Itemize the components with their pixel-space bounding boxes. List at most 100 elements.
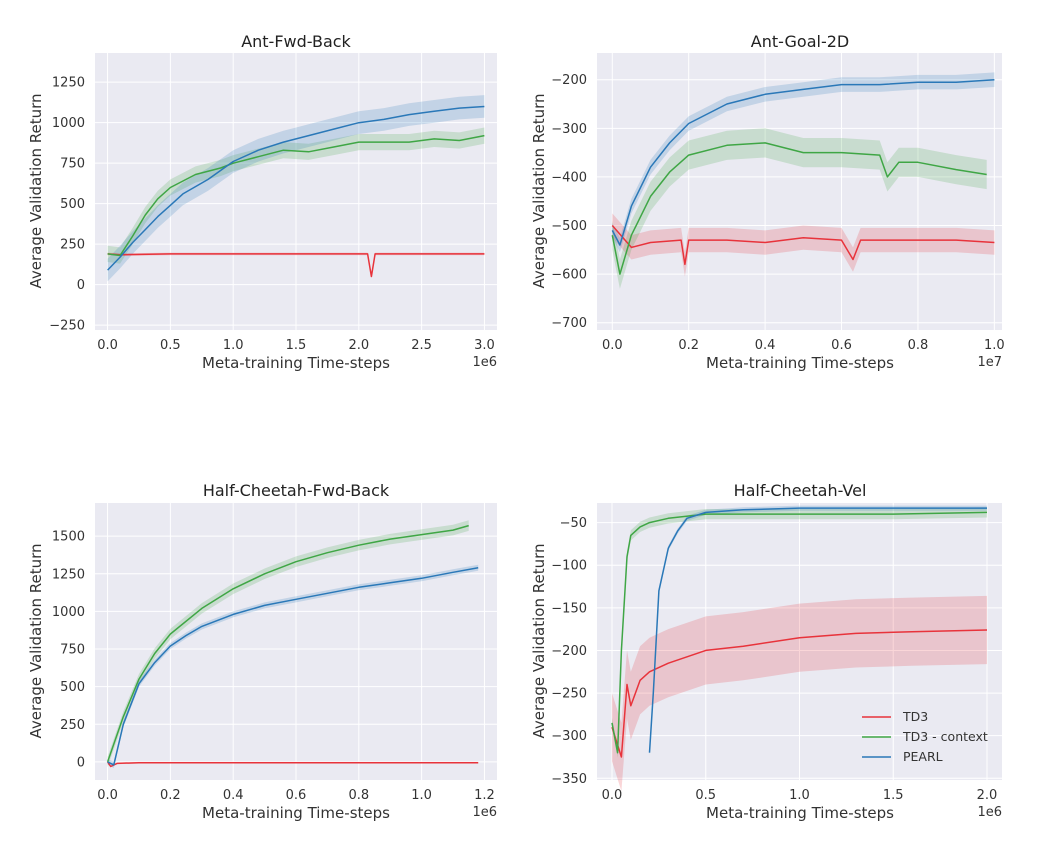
x-offset-label: 1e6 bbox=[977, 805, 1002, 820]
legend-label-pearl: PEARL bbox=[903, 749, 943, 764]
series-line-pearl bbox=[611, 78, 995, 246]
x-tick-label: 0.5 bbox=[695, 788, 716, 803]
y-tick-label: −200 bbox=[551, 644, 587, 659]
y-tick-label: −150 bbox=[551, 601, 587, 616]
y-tick-label: 750 bbox=[60, 157, 85, 172]
y-tick-label: −350 bbox=[551, 772, 587, 787]
y-axis-label: Average Validation Return bbox=[530, 544, 548, 739]
y-tick-label: −250 bbox=[551, 687, 587, 702]
series-line-td3 bbox=[106, 761, 479, 768]
y-tick-label: 1250 bbox=[52, 76, 85, 91]
x-axis-label: Meta-training Time-steps bbox=[706, 804, 894, 822]
x-tick-label: 0.8 bbox=[348, 788, 369, 803]
x-axis-label: Meta-training Time-steps bbox=[202, 354, 390, 372]
x-tick-labels: 0.0 0.5 1.0 1.5 2.0 bbox=[602, 788, 998, 803]
x-offset-label: 1e6 bbox=[472, 355, 497, 370]
y-tick-label: −250 bbox=[49, 319, 85, 334]
x-tick-label: 0.0 bbox=[97, 788, 118, 803]
series-line-pearl bbox=[107, 105, 485, 271]
x-offset-label: 1e6 bbox=[472, 805, 497, 820]
grid bbox=[597, 503, 1002, 780]
plot-area bbox=[597, 53, 1002, 330]
series-line-pearl bbox=[648, 507, 987, 753]
panel-ant-goal-2d: 0.0 0.2 0.4 0.6 0.8 1.0 −700−600−500−400−300−… bbox=[530, 32, 1005, 372]
y-tick-label: −300 bbox=[551, 729, 587, 744]
x-axis-label: Meta-training Time-steps bbox=[202, 804, 390, 822]
confidence-bands bbox=[107, 95, 485, 282]
series-line-td3 bbox=[611, 629, 988, 758]
x-tick-labels: 0.0 0.5 1.0 1.5 2.0 2.5 3.0 bbox=[97, 338, 495, 353]
chart-title: Ant-Goal-2D bbox=[751, 32, 849, 51]
y-tick-label: 500 bbox=[60, 197, 85, 212]
legend-label-td3-context: TD3 - context bbox=[902, 729, 988, 744]
confidence-bands bbox=[612, 505, 987, 792]
y-tick-label: 1000 bbox=[52, 116, 85, 131]
series-line-td3-context bbox=[611, 511, 988, 754]
chart-title: Half-Cheetah-Fwd-Back bbox=[203, 481, 390, 500]
series-line-td3-context bbox=[106, 524, 469, 763]
y-tick-label: −200 bbox=[551, 73, 587, 88]
y-tick-label: −500 bbox=[551, 219, 587, 234]
x-offset-label: 1e7 bbox=[977, 355, 1002, 370]
x-tick-label: 1.0 bbox=[789, 788, 810, 803]
series-lines bbox=[107, 105, 485, 278]
x-tick-label: 0.4 bbox=[755, 338, 776, 353]
y-tick-label: 500 bbox=[60, 680, 85, 695]
grid bbox=[95, 503, 497, 780]
y-tick-label: 0 bbox=[77, 278, 85, 293]
x-tick-label: 2.0 bbox=[348, 338, 369, 353]
x-tick-label: 0.6 bbox=[286, 788, 307, 803]
x-tick-labels: 0.0 0.2 0.4 0.6 0.8 1.0 bbox=[602, 338, 1005, 353]
y-tick-labels: 0 250 500 750 1000 1250 1500 bbox=[52, 530, 85, 771]
y-tick-label: −300 bbox=[551, 122, 587, 137]
x-tick-label: 0.8 bbox=[908, 338, 929, 353]
y-tick-label: 1500 bbox=[52, 530, 85, 545]
x-tick-label: 0.6 bbox=[831, 338, 852, 353]
band-td3-context bbox=[107, 520, 469, 768]
band-pearl bbox=[107, 95, 485, 282]
y-tick-label: 750 bbox=[60, 643, 85, 658]
x-tick-label: 0.2 bbox=[160, 788, 181, 803]
x-tick-label: 2.0 bbox=[977, 788, 998, 803]
y-axis-label: Average Validation Return bbox=[27, 94, 45, 289]
x-tick-label: 0.5 bbox=[160, 338, 181, 353]
y-tick-label: 250 bbox=[60, 718, 85, 733]
y-tick-label: 250 bbox=[60, 238, 85, 253]
y-tick-labels: −700 −600 −500 −400 −300 −200 bbox=[551, 73, 587, 331]
y-tick-label: −400 bbox=[551, 170, 587, 185]
x-tick-label: 1.0 bbox=[223, 338, 244, 353]
y-tick-label: −50 bbox=[560, 516, 587, 531]
x-tick-label: 0.4 bbox=[223, 788, 244, 803]
x-tick-labels: 0.0 0.2 0.4 0.6 0.8 1.0 1.2 bbox=[97, 788, 495, 803]
chart-title: Half-Cheetah-Vel bbox=[734, 481, 867, 500]
x-tick-label: 1.5 bbox=[883, 788, 904, 803]
series-line-pearl bbox=[107, 566, 479, 766]
band-td3 bbox=[612, 595, 987, 792]
y-tick-label: 1000 bbox=[52, 605, 85, 620]
panel-ant-fwd-back: 0.0 0.5 1.0 1.5 2.0 2.5 3.0 −250 0 250 500 750 1000… bbox=[27, 32, 497, 372]
x-tick-label: 0.2 bbox=[678, 338, 699, 353]
y-axis-label: Average Validation Return bbox=[27, 544, 45, 739]
grid bbox=[597, 53, 1002, 330]
x-tick-label: 0.0 bbox=[97, 338, 118, 353]
grid bbox=[95, 53, 497, 330]
band-pearl bbox=[612, 72, 995, 253]
legend: TD3 TD3 - context PEARL bbox=[862, 709, 988, 764]
y-tick-label: −100 bbox=[551, 559, 587, 574]
y-tick-label: −600 bbox=[551, 268, 587, 283]
panel-half-cheetah-vel: 0.0 0.5 1.0 1.5 2.0 −350 −300 −250 −200 −150 −100… bbox=[530, 481, 1002, 822]
x-tick-label: 1.2 bbox=[474, 788, 495, 803]
series-line-td3-context bbox=[611, 142, 987, 275]
y-tick-label: −700 bbox=[551, 316, 587, 331]
panel-half-cheetah-fwd-back: 0.0 0.2 0.4 0.6 0.8 1.0 1.2 0 250 500 750 1000 1250… bbox=[27, 481, 497, 822]
x-axis-label: Meta-training Time-steps bbox=[706, 354, 894, 372]
series-line-td3 bbox=[107, 253, 485, 278]
x-tick-label: 3.0 bbox=[474, 338, 495, 353]
x-tick-label: 1.0 bbox=[984, 338, 1005, 353]
x-tick-label: 0.0 bbox=[602, 788, 623, 803]
y-axis-label: Average Validation Return bbox=[530, 94, 548, 289]
series-lines bbox=[611, 78, 995, 275]
band-td3-context bbox=[107, 127, 485, 264]
y-tick-label: 0 bbox=[77, 755, 85, 770]
